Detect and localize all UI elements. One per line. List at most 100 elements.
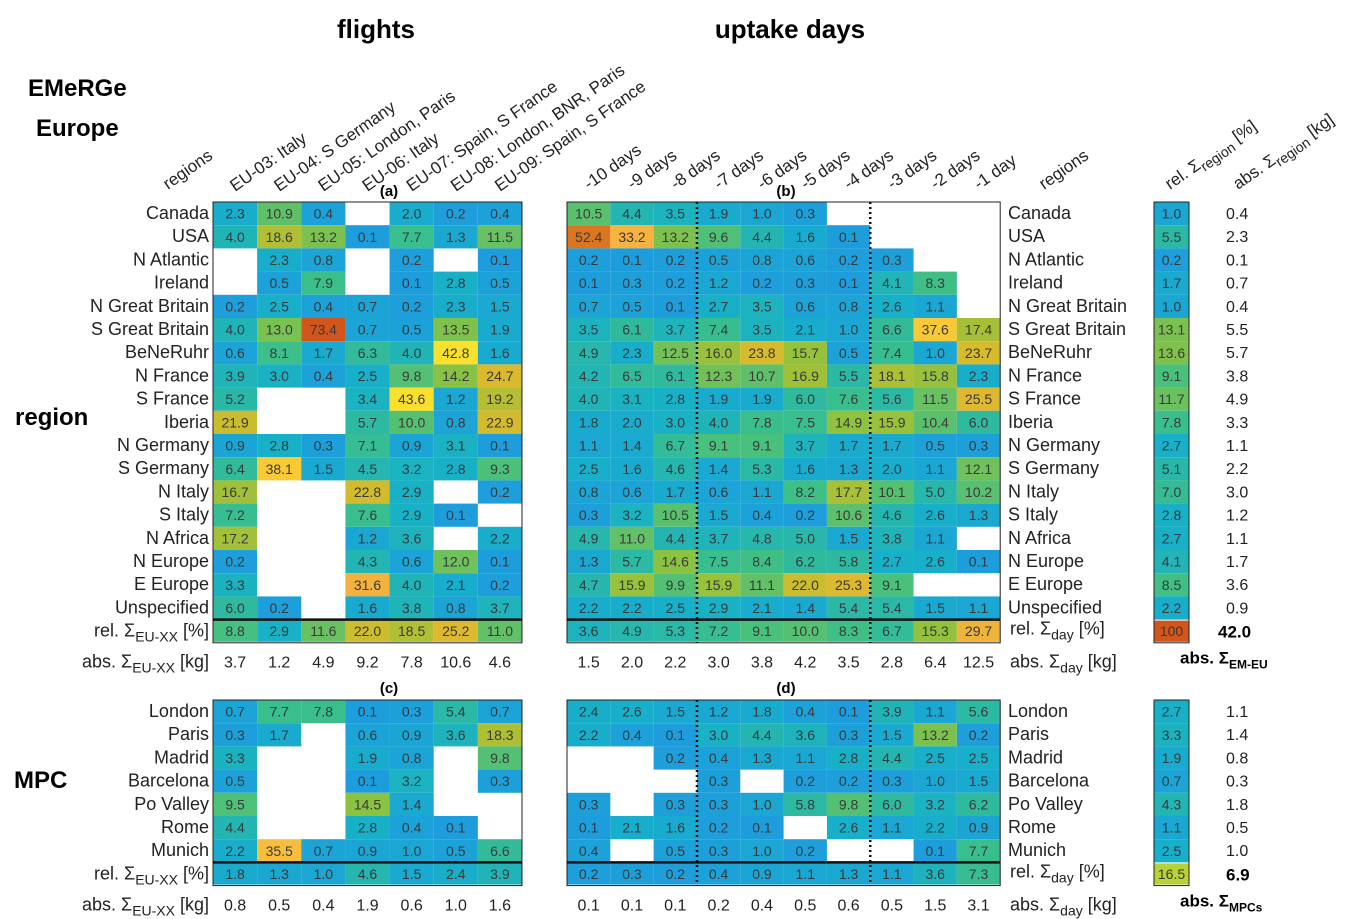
mpc-label-left: Madrid <box>154 747 209 767</box>
panel-a-cell <box>433 225 478 249</box>
panel-a-cell <box>345 294 390 318</box>
panel-d-cell-value: 0.1 <box>579 820 599 836</box>
panel-c-cell <box>345 723 390 747</box>
panel-a-cell <box>257 596 302 620</box>
panel-b-cell <box>696 202 741 226</box>
panel-b-frame <box>566 201 1001 644</box>
panel-a-cell-value: 0.8 <box>314 252 334 268</box>
panel-d-rel-cell-value: 3.6 <box>925 866 945 882</box>
panel-d-abs: 0.2 <box>707 897 729 914</box>
panel-d-cell <box>783 700 827 724</box>
panel-b-rel-cell <box>696 620 741 642</box>
panel-a-cell <box>213 503 258 527</box>
panel-a-cell-value: 0.2 <box>402 298 422 314</box>
panel-d-cell <box>740 816 784 840</box>
panel-b-abs: 2.0 <box>621 655 643 672</box>
panel-d-cell-value: 0.5 <box>666 843 686 859</box>
panel-d-cell-value: 1.0 <box>752 796 772 812</box>
mpc-label-right: Barcelona <box>1008 771 1090 791</box>
panel-c-cell <box>389 746 434 770</box>
panel-c-cell <box>389 792 434 816</box>
panel-b-cell <box>826 225 871 249</box>
panel-d-cell-value: 0.2 <box>796 773 816 789</box>
panel-b-cell <box>826 410 871 434</box>
panel-c-cell <box>257 700 302 724</box>
panel-a-cell-value: 0.2 <box>269 600 289 616</box>
panel-b-cell <box>567 596 611 620</box>
panel-b-cell <box>783 550 827 574</box>
panel-a-cell-value: 0.6 <box>225 345 245 361</box>
panel-c-cell <box>477 723 522 747</box>
region-abs: 5.7 <box>1226 345 1248 362</box>
panel-c-cell-value: 0.6 <box>358 727 378 743</box>
panel-c-cell <box>389 839 434 863</box>
panel-b-cell-value: 1.0 <box>925 345 945 361</box>
panel-a-cell-value: 0.1 <box>446 507 466 523</box>
panel-b-cell <box>567 341 611 365</box>
panel-d-cell <box>696 746 741 770</box>
panel-b-cell-value: 14.9 <box>835 414 862 430</box>
panel-b-cell-value: 2.6 <box>925 554 945 570</box>
panel-b-cell <box>610 434 654 458</box>
panel-b-cell-value: 17.4 <box>965 322 992 338</box>
panel-b-cell <box>783 271 827 295</box>
panel-b-cell <box>653 596 697 620</box>
region-label-right: Ireland <box>1008 273 1063 293</box>
panel-b-cell <box>610 457 654 481</box>
region-rel-cell <box>1154 480 1189 504</box>
panel-a-cell <box>433 573 478 597</box>
panel-c-cell <box>213 700 258 724</box>
panel-a-cell-value: 0.5 <box>269 275 289 291</box>
panel-a-cell <box>301 225 346 249</box>
region-rel-cell <box>1154 410 1189 434</box>
panel-b-cell <box>567 457 611 481</box>
panel-b-cell-value: 2.2 <box>622 600 642 616</box>
panel-d-cell-value: 1.0 <box>925 773 945 789</box>
panel-d-cell <box>913 746 957 770</box>
panel-b-cell-value: 52.4 <box>575 229 602 245</box>
panel-b-cell-value: 3.0 <box>666 414 686 430</box>
europe-total-rel: 100 <box>1160 623 1184 639</box>
panel-b-cell <box>826 480 871 504</box>
panel-b-cell <box>783 503 827 527</box>
panel-d-cell-value: 6.2 <box>969 796 989 812</box>
panel-d-cell-value: 2.2 <box>579 727 599 743</box>
europe-total-cell <box>1154 620 1189 642</box>
panel-b-rel-cell <box>567 620 611 642</box>
panel-d-cell-value: 0.2 <box>969 727 989 743</box>
panel-c-rel-cell-value: 1.8 <box>225 866 245 882</box>
panel-c-cell-value: 0.3 <box>225 727 245 743</box>
panel-a-cell-value: 0.1 <box>490 438 510 454</box>
panel-b-cell-value: 10.4 <box>922 414 949 430</box>
panel-a-cell-value: 38.1 <box>266 461 293 477</box>
panel-c-cell <box>213 792 258 816</box>
panel-c-cell-value: 9.8 <box>490 750 510 766</box>
panel-d-cell-value: 6.0 <box>882 796 902 812</box>
panel-a-cell-value: 2.5 <box>269 298 289 314</box>
panel-a-cell-value: 7.6 <box>358 507 378 523</box>
panel-a-cell <box>433 410 478 434</box>
panel-a-cell <box>345 387 390 411</box>
panel-b-cell-value: 8.2 <box>796 484 816 500</box>
panel-d-cell <box>913 839 957 863</box>
panel-b-cell-value: 0.3 <box>579 507 599 523</box>
panel-b-cell-value: 10.5 <box>662 507 689 523</box>
panel-d-cell-value: 1.1 <box>925 704 945 720</box>
panel-b-cell <box>610 503 654 527</box>
panel-a-cell-value: 2.8 <box>269 438 289 454</box>
panel-b-cell <box>826 387 871 411</box>
panel-a-cell <box>433 271 478 295</box>
panel-c-cell-value: 1.7 <box>269 727 289 743</box>
panel-b-cell <box>956 318 1001 342</box>
abs-mpcs-label: abs. ΣMPCs <box>1180 891 1263 914</box>
panel-b-cell-value: 2.5 <box>666 600 686 616</box>
panel-b-cell-value: 4.6 <box>666 461 686 477</box>
region-label-left: N France <box>135 365 209 385</box>
panel-d-cell-value: 0.1 <box>666 727 686 743</box>
panel-a-cell <box>389 410 434 434</box>
panel-d-cell <box>740 723 784 747</box>
panel-b-cell-value: 0.5 <box>839 345 859 361</box>
panel-b-cell-value: 16.0 <box>705 345 732 361</box>
panel-b-cell-value: 9.1 <box>882 577 902 593</box>
panel-b-cell-value: 5.3 <box>752 461 772 477</box>
